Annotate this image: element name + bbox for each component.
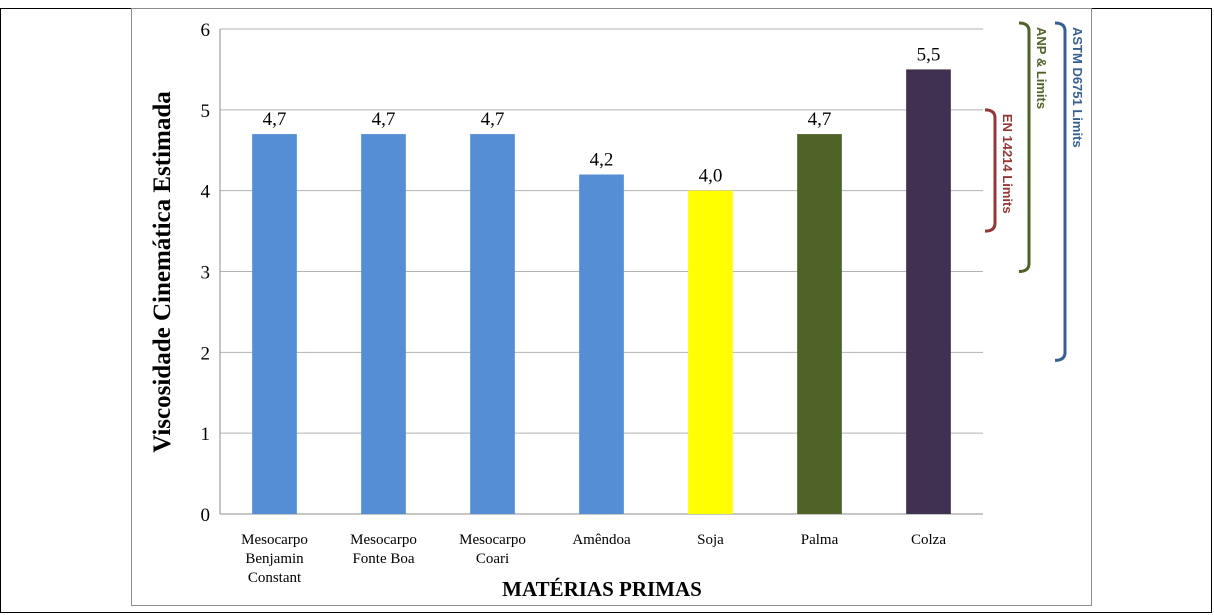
data-label: 4,0 — [699, 166, 723, 187]
bar — [361, 134, 406, 515]
limit-bracket-label: ASTM D6751 Limits — [1070, 27, 1085, 148]
bar — [252, 134, 297, 515]
bars — [252, 69, 951, 515]
y-tick-label: 1 — [201, 424, 211, 445]
limit-bracket — [1054, 21, 1067, 362]
x-category-label: Amêndoa — [572, 532, 631, 548]
limit-bracket-label: ANP & Limits — [1034, 27, 1049, 109]
y-axis-title: Viscosidade Cinemática Estimada — [149, 91, 176, 453]
y-tick-label: 3 — [201, 263, 211, 284]
x-category-label: Colza — [911, 532, 946, 548]
bar — [470, 134, 515, 515]
limit-brackets: EN 14214 Limits ANP & Limits ASTM D6751 Li… — [984, 21, 1085, 362]
y-tick-label: 4 — [201, 182, 211, 203]
y-tick-label: 2 — [201, 343, 211, 364]
data-label: 4,7 — [481, 109, 505, 130]
y-tick-label: 5 — [201, 101, 211, 122]
x-category-label: Mesocarpo Fonte Boa — [350, 532, 417, 567]
labels: 0 1 2 3 4 5 6 4,7 Mesocarpo Benjamin Constant 4,7 Me… — [201, 20, 947, 586]
data-label: 4,7 — [372, 109, 396, 130]
limit-bracket — [1018, 21, 1031, 273]
data-label: 4,7 — [808, 109, 832, 130]
bar — [797, 134, 842, 515]
x-category-label: Mesocarpo Benjamin Constant — [241, 532, 308, 586]
data-label: 4,2 — [590, 150, 614, 171]
x-category-label: Mesocarpo Coari — [459, 532, 526, 567]
x-category-label: Palma — [801, 532, 839, 548]
y-tick-label: 6 — [201, 20, 211, 41]
data-label: 4,7 — [263, 109, 287, 130]
limit-bracket-label: EN 14214 Limits — [1000, 114, 1015, 214]
bar — [579, 174, 624, 514]
x-axis-title: MATÉRIAS PRIMAS — [502, 577, 702, 601]
x-category-label: Soja — [697, 532, 724, 548]
y-tick-label: 0 — [201, 505, 211, 526]
bar — [688, 190, 733, 514]
bar — [906, 69, 951, 515]
limit-bracket — [984, 108, 997, 233]
data-label: 5,5 — [917, 44, 941, 65]
